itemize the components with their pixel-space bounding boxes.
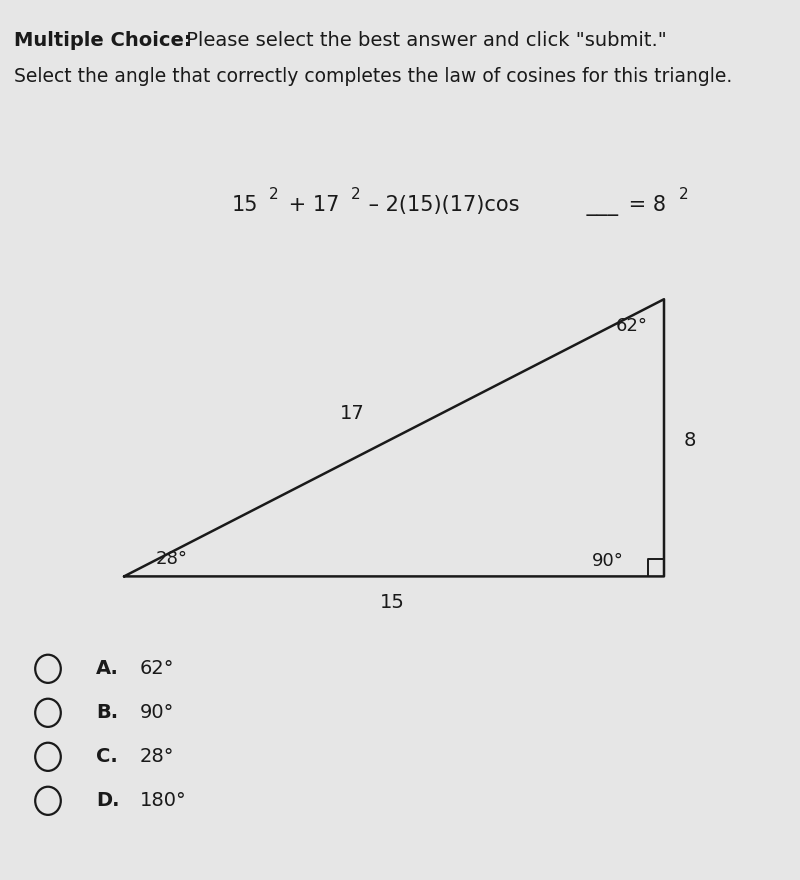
Text: 28°: 28° bbox=[140, 747, 174, 766]
Text: 180°: 180° bbox=[140, 791, 186, 810]
Text: 62°: 62° bbox=[616, 317, 648, 334]
Text: A.: A. bbox=[96, 659, 119, 678]
Text: 2: 2 bbox=[269, 187, 278, 202]
Text: Multiple Choice:: Multiple Choice: bbox=[14, 31, 192, 50]
Text: 90°: 90° bbox=[140, 703, 174, 722]
Text: + 17: + 17 bbox=[282, 195, 339, 216]
Text: 28°: 28° bbox=[156, 550, 188, 568]
Text: 17: 17 bbox=[340, 404, 364, 423]
Text: Select the angle that correctly completes the law of cosines for this triangle.: Select the angle that correctly complete… bbox=[14, 67, 733, 86]
Text: 15: 15 bbox=[232, 195, 258, 216]
Text: 8: 8 bbox=[683, 430, 696, 450]
Text: – 2(15)(17)cos: – 2(15)(17)cos bbox=[362, 195, 520, 216]
Text: Please select the best answer and click "submit.": Please select the best answer and click … bbox=[180, 31, 666, 50]
Text: ___: ___ bbox=[580, 196, 618, 216]
Text: B.: B. bbox=[96, 703, 118, 722]
Text: = 8: = 8 bbox=[622, 195, 666, 216]
Text: 90°: 90° bbox=[592, 552, 624, 569]
Text: 62°: 62° bbox=[140, 659, 174, 678]
Text: C.: C. bbox=[96, 747, 118, 766]
Text: 15: 15 bbox=[379, 593, 405, 612]
Text: D.: D. bbox=[96, 791, 119, 810]
Text: 2: 2 bbox=[678, 187, 688, 202]
Text: 2: 2 bbox=[350, 187, 360, 202]
